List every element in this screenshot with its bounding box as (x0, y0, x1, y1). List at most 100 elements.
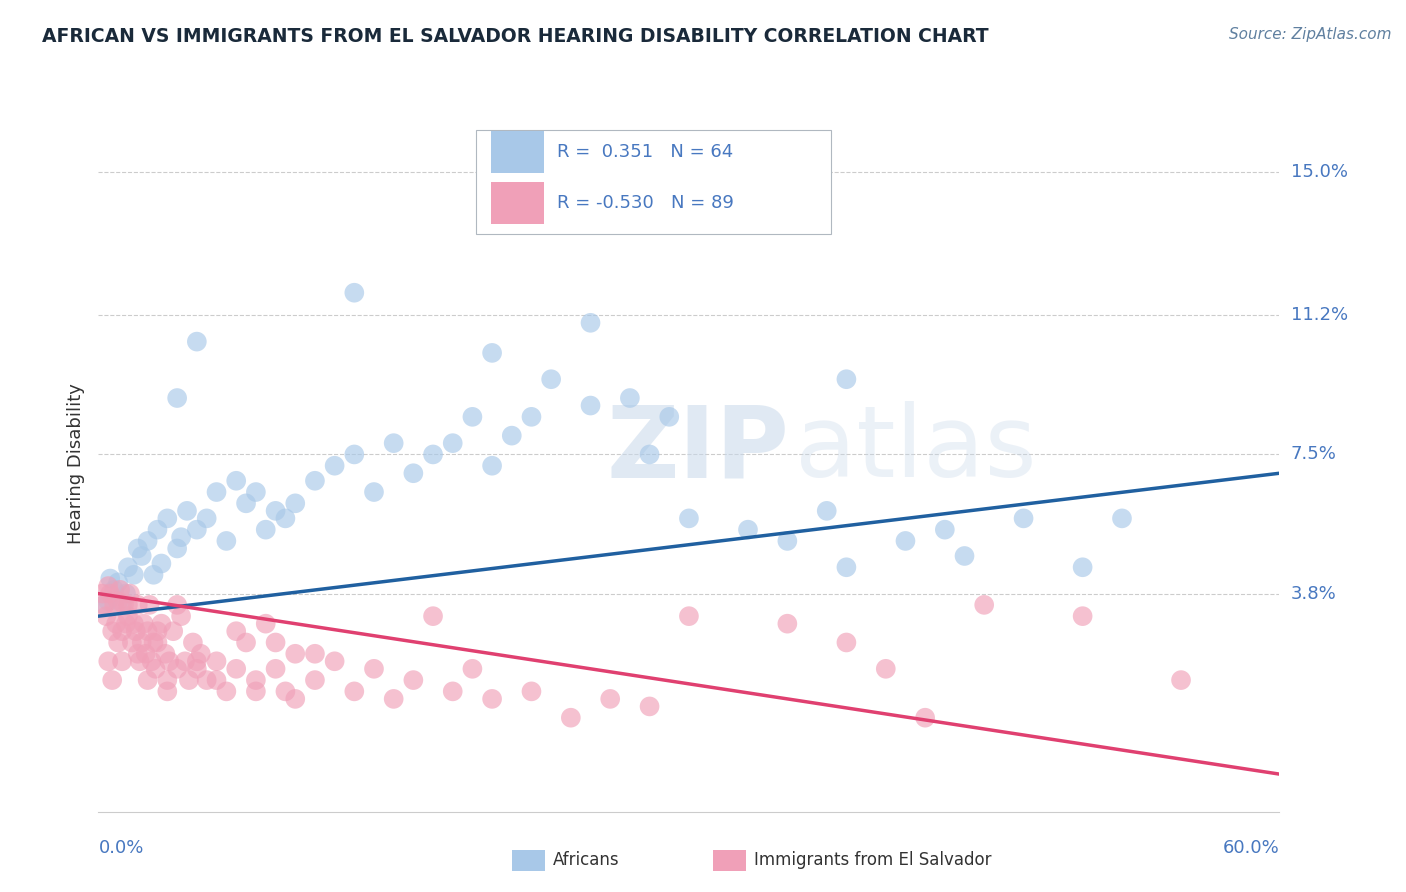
Point (127, 598, 149, 612)
Point (136, 673, 159, 687)
Text: R = -0.530   N = 89: R = -0.530 N = 89 (557, 194, 734, 212)
Text: 7.5%: 7.5% (1291, 445, 1337, 464)
Text: 3.8%: 3.8% (1291, 584, 1336, 603)
Point (166, 541, 188, 556)
Point (122, 567, 145, 582)
Point (166, 391, 188, 405)
Point (111, 598, 134, 612)
Point (162, 624, 184, 639)
Point (128, 654, 150, 668)
Point (274, 684, 297, 698)
Point (111, 624, 134, 639)
Point (127, 647, 149, 661)
Point (284, 496, 307, 510)
Text: 60.0%: 60.0% (1223, 839, 1279, 857)
Point (107, 594, 129, 608)
Point (127, 541, 149, 556)
Point (264, 635, 287, 649)
Point (382, 436, 405, 450)
Point (323, 654, 346, 668)
Point (103, 598, 125, 612)
Bar (491, 131, 544, 173)
Point (174, 654, 197, 668)
Point (125, 624, 148, 639)
Point (117, 598, 139, 612)
Point (101, 673, 124, 687)
Point (117, 560, 139, 574)
Point (177, 673, 200, 687)
Point (560, 711, 582, 725)
Point (894, 533, 917, 548)
Point (118, 586, 141, 600)
Point (186, 654, 208, 668)
Point (402, 673, 425, 687)
Point (107, 575, 129, 590)
Text: Source: ZipAtlas.com: Source: ZipAtlas.com (1229, 27, 1392, 42)
Point (145, 662, 167, 676)
Point (97, 579, 120, 593)
Point (363, 485, 385, 500)
Point (186, 523, 208, 537)
Point (481, 692, 503, 706)
Point (135, 647, 157, 661)
Text: 11.2%: 11.2% (1291, 306, 1348, 325)
Point (115, 616, 138, 631)
Point (186, 334, 208, 349)
Point (122, 616, 145, 631)
Point (157, 654, 180, 668)
Point (520, 684, 543, 698)
Point (815, 504, 838, 518)
Point (678, 609, 700, 624)
Point (205, 485, 228, 500)
Point (1071, 609, 1094, 624)
Point (138, 598, 160, 612)
Point (1012, 511, 1035, 525)
Point (254, 616, 277, 631)
Point (225, 474, 247, 488)
Point (835, 560, 858, 574)
Point (235, 496, 257, 510)
Point (914, 711, 936, 725)
Point (284, 692, 307, 706)
Point (97, 654, 120, 668)
Point (155, 647, 177, 661)
Point (835, 635, 858, 649)
Point (363, 662, 385, 676)
Point (481, 458, 503, 473)
Point (304, 673, 326, 687)
Point (195, 511, 218, 525)
Y-axis label: Hearing Disability: Hearing Disability (66, 384, 84, 544)
Point (181, 635, 204, 649)
Point (111, 654, 134, 668)
FancyBboxPatch shape (477, 130, 831, 235)
Point (215, 684, 238, 698)
Point (304, 647, 326, 661)
Point (481, 346, 503, 360)
Point (97, 594, 120, 608)
Point (835, 372, 858, 386)
Point (422, 447, 444, 461)
Point (98, 572, 121, 586)
Point (274, 511, 297, 525)
Point (136, 624, 159, 639)
Point (284, 647, 307, 661)
Point (245, 673, 267, 687)
Point (323, 458, 346, 473)
Point (1170, 673, 1192, 687)
Text: AFRICAN VS IMMIGRANTS FROM EL SALVADOR HEARING DISABILITY CORRELATION CHART: AFRICAN VS IMMIGRANTS FROM EL SALVADOR H… (42, 27, 988, 45)
Point (101, 624, 124, 639)
Point (156, 511, 179, 525)
Point (205, 673, 228, 687)
Point (343, 285, 366, 300)
Point (776, 616, 799, 631)
Point (105, 616, 128, 631)
Text: 15.0%: 15.0% (1291, 163, 1347, 181)
Point (96, 609, 118, 624)
Point (131, 549, 153, 563)
Point (973, 598, 995, 612)
Point (1111, 511, 1133, 525)
Point (619, 391, 641, 405)
Point (103, 582, 125, 597)
Point (121, 635, 143, 649)
Point (934, 523, 956, 537)
